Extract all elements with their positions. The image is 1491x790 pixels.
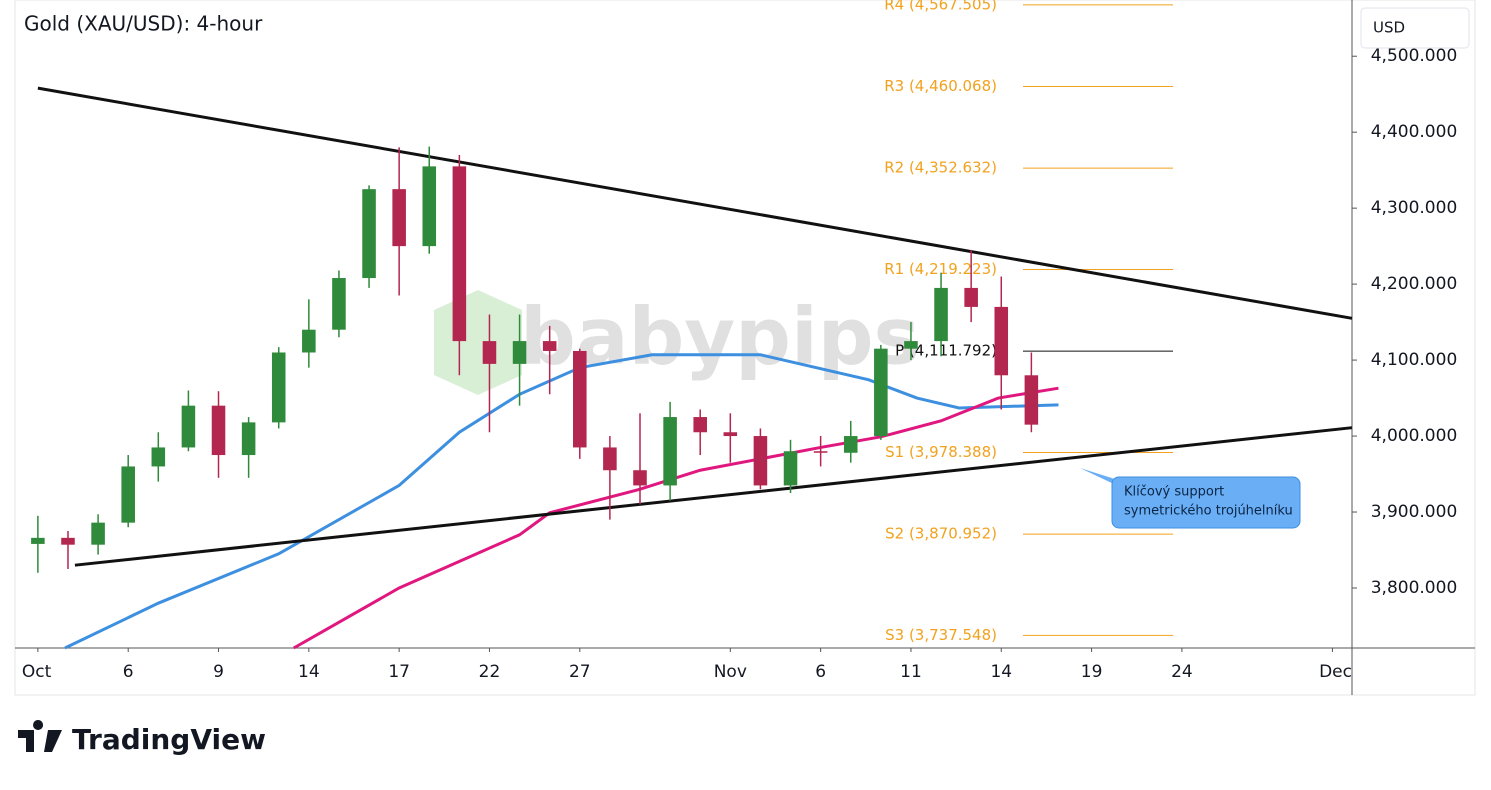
line — [37, 86, 1353, 320]
candle-body — [392, 189, 406, 247]
pivot-label: S2 (3,870.952) — [885, 525, 997, 543]
pivot-label: R3 (4,460.068) — [884, 77, 997, 95]
x-tick-label: 9 — [213, 662, 224, 682]
candle-body — [753, 436, 768, 486]
callout — [1111, 476, 1301, 529]
pivot-label: S3 (3,737.548) — [885, 626, 997, 644]
candle-body — [663, 417, 677, 486]
x-tick-label: 6 — [815, 662, 826, 682]
candle-body — [843, 436, 858, 453]
y-tick-label: 4,000.000 — [1371, 426, 1458, 446]
pivot-label: S1 (3,978.388) — [885, 443, 997, 461]
y-tick-label: 4,500.000 — [1371, 46, 1458, 66]
x-tick-label: 24 — [1171, 662, 1193, 682]
candle-body — [61, 537, 75, 545]
watermark-logo — [434, 290, 522, 395]
y-tick-label: 4,100.000 — [1371, 350, 1458, 370]
pivot-label: R1 (4,219.223) — [884, 260, 997, 278]
candle-body — [904, 341, 918, 349]
x-tick-label: 14 — [298, 662, 320, 682]
x-tick-label: Oct — [22, 662, 52, 682]
y-tick-label: 3,900.000 — [1371, 502, 1458, 522]
y-tick-label: 4,400.000 — [1371, 122, 1458, 142]
candle-body — [964, 287, 978, 307]
callout-text: symetrického trojúhelníku — [1124, 504, 1293, 519]
candle-body — [934, 287, 948, 342]
candle-body — [542, 341, 557, 351]
candle-body — [151, 447, 166, 467]
x-tick-label: Dec — [1319, 662, 1352, 682]
candle-body — [874, 348, 888, 437]
brand-logo — [18, 720, 62, 752]
line — [74, 426, 1353, 567]
x-tick-label: 17 — [388, 662, 410, 682]
callout-pointer — [1080, 468, 1118, 486]
candle-body — [302, 329, 316, 353]
candle-body — [693, 417, 707, 433]
candle-body — [332, 278, 346, 330]
candle-body — [181, 405, 196, 448]
candle-body — [482, 341, 497, 364]
candle-body — [422, 166, 437, 247]
pivot-label: R4 (4,567.505) — [884, 0, 997, 13]
candle-body — [813, 451, 828, 453]
pivot-label: P (4,111.792) — [895, 342, 997, 360]
x-tick-label: 14 — [990, 662, 1012, 682]
candle-body — [121, 466, 135, 523]
brand: TradingView — [72, 723, 266, 756]
candle-body — [603, 447, 617, 471]
y-tick-label: 4,300.000 — [1371, 198, 1458, 218]
x-tick-label: 6 — [123, 662, 134, 682]
candle-body — [452, 166, 467, 342]
line — [293, 386, 1059, 650]
candle-body — [633, 470, 647, 486]
x-tick-label: 19 — [1081, 662, 1103, 682]
x-tick-label: Nov — [714, 662, 747, 682]
y-tick-label: 3,800.000 — [1371, 578, 1458, 598]
candle-body — [362, 189, 376, 279]
candle-body — [783, 451, 798, 486]
candle-body — [573, 350, 587, 448]
candle-body — [211, 405, 226, 456]
candle-body — [91, 522, 105, 545]
candle-body — [31, 537, 45, 544]
callout-text: Klíčový support — [1124, 485, 1224, 500]
x-tick-label: 22 — [479, 662, 501, 682]
y-tick-label: 4,200.000 — [1371, 274, 1458, 294]
candle-body — [241, 422, 256, 456]
chart-title: Gold (XAU/USD): 4-hour — [24, 12, 263, 36]
candle-body — [1024, 375, 1039, 425]
x-tick-label: 27 — [569, 662, 591, 682]
candle-body — [994, 306, 1009, 376]
candle-body — [512, 341, 527, 364]
x-tick-label: 11 — [900, 662, 922, 682]
frame — [14, 0, 1476, 696]
currency: USD — [1373, 19, 1405, 37]
pivot-label: R2 (4,352.632) — [884, 159, 997, 177]
currency-box[interactable] — [1360, 7, 1470, 49]
candle-body — [723, 432, 738, 437]
candle-body — [271, 352, 286, 423]
